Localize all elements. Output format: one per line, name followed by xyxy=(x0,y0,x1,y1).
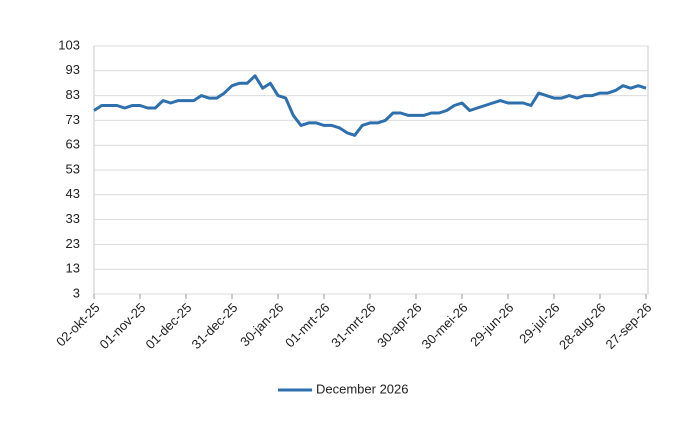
y-tick-label: 23 xyxy=(66,236,80,251)
x-tick-label: 01-dec-25 xyxy=(143,300,195,352)
y-tick-label: 103 xyxy=(58,37,80,52)
x-tick-label: 01-nov-25 xyxy=(97,300,149,352)
x-tick-label: 28-aug-26 xyxy=(556,300,609,353)
x-tick-label: 30-apr-26 xyxy=(374,300,424,350)
y-tick-label: 33 xyxy=(66,211,80,226)
y-tick-label: 73 xyxy=(66,112,80,127)
y-tick-label: 63 xyxy=(66,137,80,152)
y-tick-label: 13 xyxy=(66,261,80,276)
x-tick-label: 29-jul-26 xyxy=(516,300,562,346)
x-tick-label: 27-sep-26 xyxy=(603,300,655,352)
x-tick-label: 30-mei-26 xyxy=(419,300,471,352)
legend-label: December 2026 xyxy=(316,381,409,396)
data-line xyxy=(93,74,647,137)
x-tick-label: 29-jun-26 xyxy=(467,300,516,349)
x-tick-label: 31-mrt-26 xyxy=(328,300,378,350)
x-tick-label: 01-mrt-26 xyxy=(282,300,332,350)
y-tick-label: 83 xyxy=(66,87,80,102)
x-tick-label: 31-dec-25 xyxy=(189,300,241,352)
y-tick-label: 93 xyxy=(66,62,80,77)
x-tick-label: 02-okt-25 xyxy=(53,300,102,349)
x-tick-label: 30-jan-26 xyxy=(237,300,286,349)
y-tick-label: 43 xyxy=(66,186,80,201)
y-tick-label: 3 xyxy=(73,285,80,300)
y-tick-label: 53 xyxy=(66,161,80,176)
